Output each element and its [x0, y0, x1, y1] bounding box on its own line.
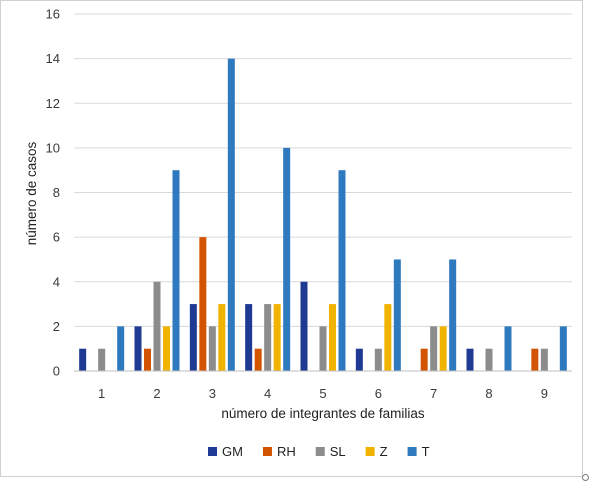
bar-sl-2	[153, 281, 161, 371]
bar-z-5	[329, 304, 336, 371]
bar-gm-2	[134, 326, 142, 371]
x-axis-title: número de integrantes de familias	[221, 406, 425, 421]
legend-item-rh: RH	[262, 444, 296, 459]
y-tick-label: 0	[53, 364, 60, 379]
x-tick-label: 3	[209, 386, 216, 401]
bar-t-7	[449, 259, 457, 371]
x-tick-label: 2	[153, 386, 160, 401]
bar-rh-2	[144, 348, 151, 371]
x-tick-label: 6	[375, 386, 382, 401]
bar-rh-7	[420, 348, 428, 371]
bar-sl-4	[264, 304, 272, 371]
bar-t-8	[504, 326, 512, 371]
chart-frame	[0, 0, 583, 477]
y-axis-title: número de casos	[24, 141, 39, 245]
bar-gm-8	[466, 348, 474, 371]
legend-label: RH	[277, 444, 296, 459]
bar-sl-8	[485, 348, 493, 371]
y-tick-label: 8	[53, 185, 60, 200]
bar-sl-9	[540, 348, 548, 371]
bar-t-9	[559, 326, 567, 371]
bar-gm-4	[245, 304, 253, 371]
bar-z-3	[218, 304, 226, 371]
y-tick-label: 6	[53, 230, 60, 245]
bar-sl-6	[374, 348, 382, 371]
legend-swatch	[365, 447, 375, 456]
x-tick-label: 4	[264, 386, 271, 401]
legend-swatch	[208, 447, 217, 456]
bar-gm-3	[189, 304, 197, 371]
legend-swatch	[407, 447, 417, 456]
bar-sl-7	[430, 326, 438, 371]
bar-z-7	[439, 326, 447, 371]
y-tick-label: 14	[46, 51, 60, 66]
legend-item-t: T	[407, 444, 430, 459]
bar-gm-6	[355, 348, 363, 371]
bars	[79, 58, 567, 371]
bar-z-4	[273, 304, 281, 371]
bar-gm-5	[300, 281, 308, 371]
y-tick-label: 16	[46, 7, 60, 22]
y-tick-label: 2	[53, 319, 60, 334]
y-axis-ticks: 0 2 4 6 8 10 12 14 16	[46, 7, 60, 379]
legend-label: Z	[380, 444, 388, 459]
legend: GM RH SL Z T	[208, 444, 430, 459]
legend-label: GM	[222, 444, 243, 459]
gridlines	[74, 13, 572, 327]
legend-item-gm: GM	[208, 444, 243, 459]
y-tick-label: 10	[46, 140, 60, 155]
legend-swatch	[315, 447, 325, 456]
bar-t-5	[338, 170, 346, 371]
bar-t-1	[117, 326, 125, 371]
x-tick-label: 7	[430, 386, 437, 401]
bar-rh-3	[199, 237, 207, 371]
legend-swatch	[262, 447, 272, 456]
bar-sl-5	[319, 326, 327, 371]
bar-t-6	[393, 259, 401, 371]
bar-t-2	[172, 170, 180, 371]
y-tick-label: 12	[46, 96, 60, 111]
legend-item-z: Z	[365, 444, 388, 459]
bar-z-2	[163, 326, 170, 371]
bar-z-6	[384, 304, 392, 371]
bar-rh-4	[254, 348, 262, 371]
bar-gm-1	[79, 348, 87, 371]
bar-t-4	[283, 147, 291, 371]
legend-item-sl: SL	[315, 444, 346, 459]
x-tick-label: 8	[485, 386, 492, 401]
bar-rh-9	[531, 348, 539, 371]
x-tick-label: 5	[319, 386, 326, 401]
legend-label: SL	[330, 444, 346, 459]
legend-label: T	[422, 444, 430, 459]
x-tick-label: 9	[541, 386, 548, 401]
x-axis-ticks: 1 2 3 4 5 6 7 8 9	[98, 386, 548, 401]
bar-sl-3	[208, 326, 216, 371]
x-tick-label: 1	[98, 386, 105, 401]
y-tick-label: 4	[53, 274, 60, 289]
bar-sl-1	[98, 348, 106, 371]
bar-t-3	[227, 58, 235, 371]
